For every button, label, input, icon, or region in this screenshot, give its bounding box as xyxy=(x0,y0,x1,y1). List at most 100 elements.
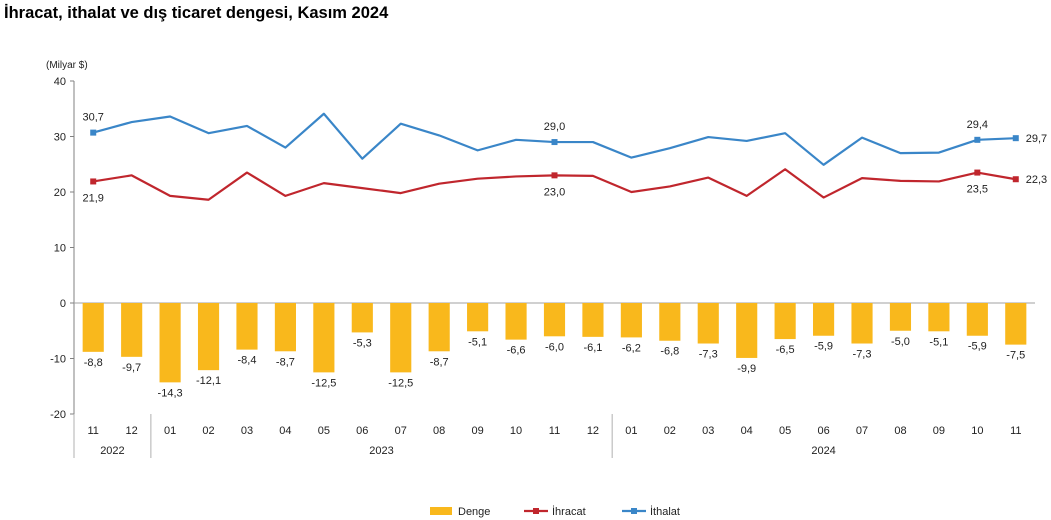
bar-value-label: -8,7 xyxy=(430,356,449,368)
bar-denge xyxy=(543,303,566,337)
line-marker xyxy=(1012,135,1019,142)
bar-denge xyxy=(1005,303,1027,345)
bar-value-label: -8,7 xyxy=(276,356,295,368)
legend-label: Denge xyxy=(458,506,490,518)
bar-value-label: -14,3 xyxy=(158,387,183,399)
line-marker xyxy=(551,139,558,146)
bar-denge xyxy=(467,303,489,332)
bar-value-label: -12,5 xyxy=(311,377,336,389)
x-tick-label: 02 xyxy=(202,425,214,437)
x-tick-label: 07 xyxy=(856,425,868,437)
x-tick-label: 11 xyxy=(549,425,560,437)
y-tick-label: 20 xyxy=(54,187,66,199)
line-point-label: 29,4 xyxy=(967,119,988,131)
x-tick-label: 06 xyxy=(817,425,829,437)
legend-swatch-marker xyxy=(631,508,637,514)
bar-denge xyxy=(620,303,642,338)
x-tick-label: 08 xyxy=(894,425,906,437)
bar-value-label: -6,5 xyxy=(776,344,795,356)
line-marker xyxy=(90,129,97,136)
bar-value-label: -5,0 xyxy=(891,336,910,348)
y-tick-label: -10 xyxy=(50,354,66,366)
bar-denge xyxy=(505,303,527,340)
bar-value-label: -12,1 xyxy=(196,375,221,387)
x-tick-label: 07 xyxy=(395,425,407,437)
legend-label: İthalat xyxy=(650,505,680,518)
bar-value-label: -6,0 xyxy=(545,341,564,353)
bar-denge xyxy=(236,303,258,350)
bar-value-label: -9,7 xyxy=(122,362,141,374)
bar-denge xyxy=(697,303,719,344)
bar-denge xyxy=(736,303,758,358)
bar-denge xyxy=(121,303,143,357)
x-tick-label: 09 xyxy=(471,425,483,437)
line-point-label: 29,7 xyxy=(1026,133,1047,145)
line-point-label: 23,5 xyxy=(967,184,988,196)
x-year-label: 2022 xyxy=(100,445,124,457)
legend-swatch-marker xyxy=(533,508,539,514)
bar-denge xyxy=(351,303,373,333)
x-tick-label: 05 xyxy=(318,425,330,437)
bar-denge xyxy=(274,303,296,352)
x-tick-label: 03 xyxy=(702,425,714,437)
bar-denge xyxy=(428,303,450,352)
x-tick-label: 12 xyxy=(587,425,599,437)
line-point-label: 22,3 xyxy=(1026,174,1047,186)
x-tick-label: 06 xyxy=(356,425,368,437)
x-tick-label: 10 xyxy=(971,425,983,437)
line-marker xyxy=(1012,176,1019,183)
x-tick-label: 01 xyxy=(164,425,176,437)
bar-value-label: -6,8 xyxy=(660,346,679,358)
line-point-label: 21,9 xyxy=(83,192,104,204)
line-point-label: 29,0 xyxy=(544,121,565,133)
bar-denge xyxy=(851,303,873,344)
bar-value-label: -6,1 xyxy=(583,342,602,354)
bar-value-label: -7,5 xyxy=(1006,350,1025,362)
line-marker xyxy=(551,172,558,179)
bar-value-label: -7,3 xyxy=(853,349,872,361)
bar-denge xyxy=(82,303,104,352)
bar-value-label: -5,1 xyxy=(929,336,948,348)
x-tick-label: 05 xyxy=(779,425,791,437)
bar-denge xyxy=(582,303,604,337)
line-marker xyxy=(974,136,981,143)
bar-denge xyxy=(889,303,912,331)
bar-value-label: -7,3 xyxy=(699,349,718,361)
bar-denge xyxy=(313,303,335,373)
x-tick-label: 02 xyxy=(664,425,676,437)
bar-value-label: -12,5 xyxy=(388,377,413,389)
x-tick-label: 12 xyxy=(126,425,138,437)
line-marker xyxy=(974,169,981,176)
bar-value-label: -8,8 xyxy=(84,357,103,369)
bar-denge xyxy=(928,303,950,332)
bar-denge xyxy=(390,303,412,373)
y-tick-label: -20 xyxy=(50,409,66,421)
bar-denge xyxy=(774,303,796,340)
bar-value-label: -5,3 xyxy=(353,337,372,349)
x-tick-label: 09 xyxy=(933,425,945,437)
x-tick-label: 08 xyxy=(433,425,445,437)
x-year-label: 2023 xyxy=(369,445,393,457)
x-tick-label: 04 xyxy=(279,425,291,437)
bar-denge xyxy=(813,303,835,336)
y-tick-label: 0 xyxy=(60,298,66,310)
bar-denge xyxy=(197,303,220,371)
bar-denge xyxy=(159,303,181,383)
bar-denge xyxy=(659,303,681,341)
y-tick-label: 40 xyxy=(54,76,66,88)
x-tick-label: 11 xyxy=(88,425,99,437)
bar-value-label: -8,4 xyxy=(237,355,256,367)
chart-title: İhracat, ithalat ve dış ticaret dengesi,… xyxy=(4,4,389,22)
bar-value-label: -9,9 xyxy=(737,363,756,375)
bar-value-label: -5,9 xyxy=(968,341,987,353)
x-tick-label: 01 xyxy=(625,425,637,437)
bar-value-label: -6,2 xyxy=(622,342,641,354)
line-marker xyxy=(90,178,97,185)
y-tick-label: 30 xyxy=(54,132,66,144)
x-year-label: 2024 xyxy=(811,445,835,457)
bar-denge xyxy=(966,303,988,336)
line-point-label: 23,0 xyxy=(544,186,565,198)
bar-value-label: -5,9 xyxy=(814,341,833,353)
legend-swatch-denge xyxy=(430,507,452,515)
